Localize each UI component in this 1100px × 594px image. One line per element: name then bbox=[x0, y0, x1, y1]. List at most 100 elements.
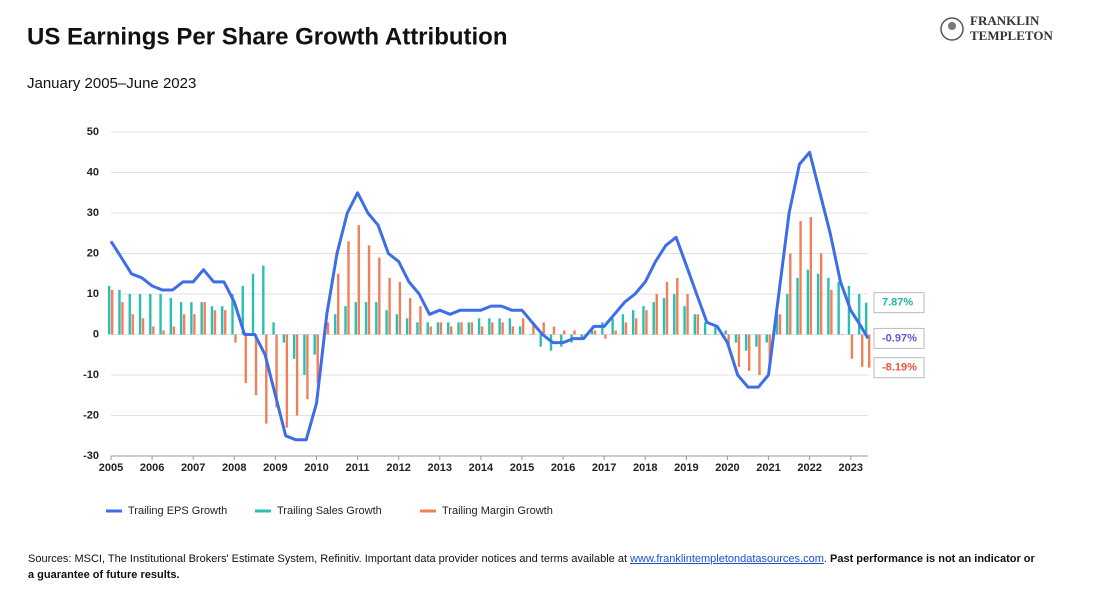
x-tick-label: 2005 bbox=[99, 462, 123, 474]
x-tick-label: 2009 bbox=[263, 462, 287, 474]
bar bbox=[724, 330, 727, 335]
y-tick-label: 50 bbox=[87, 126, 99, 138]
bar bbox=[231, 294, 234, 335]
value-label-box bbox=[873, 292, 925, 314]
value-label: -8.19% bbox=[873, 357, 925, 379]
bar bbox=[717, 334, 720, 335]
source-link[interactable]: www.franklintempletondatasources.com bbox=[630, 553, 824, 565]
bar bbox=[416, 322, 419, 335]
bar bbox=[508, 318, 512, 335]
bar bbox=[727, 334, 730, 347]
y-tick-label: -10 bbox=[83, 369, 99, 381]
bar bbox=[683, 306, 686, 335]
bar bbox=[563, 330, 566, 335]
bar bbox=[703, 322, 707, 335]
bar bbox=[193, 314, 196, 335]
x-tick-label: 2016 bbox=[551, 462, 575, 474]
value-label-box bbox=[873, 327, 925, 349]
value-label-text: -8.19% bbox=[882, 362, 917, 374]
bar bbox=[491, 322, 494, 335]
bar bbox=[614, 330, 617, 335]
bar bbox=[621, 314, 625, 335]
bar bbox=[460, 322, 463, 335]
bar bbox=[292, 334, 296, 359]
bar bbox=[344, 306, 347, 335]
bar bbox=[573, 330, 576, 335]
logo: FRANKLIN TEMPLETON bbox=[940, 13, 1053, 43]
bar bbox=[755, 334, 758, 347]
bar bbox=[108, 285, 111, 335]
bar bbox=[111, 289, 114, 335]
x-tick-label: 2018 bbox=[633, 462, 657, 474]
chart-title: US Earnings Per Share Growth Attribution bbox=[27, 23, 508, 50]
bar bbox=[631, 310, 635, 335]
bar bbox=[470, 322, 473, 335]
bar bbox=[837, 281, 840, 335]
bar bbox=[765, 334, 768, 343]
bar bbox=[426, 322, 429, 335]
bar bbox=[347, 241, 350, 335]
bar bbox=[744, 334, 748, 351]
bar bbox=[303, 334, 306, 375]
bar bbox=[501, 322, 504, 335]
y-tick-label: 0 bbox=[93, 328, 99, 340]
bar bbox=[816, 273, 820, 335]
bar bbox=[203, 302, 206, 335]
bar bbox=[634, 318, 638, 335]
bar bbox=[665, 281, 669, 335]
bar bbox=[357, 225, 360, 335]
bar bbox=[265, 334, 268, 424]
bar bbox=[210, 306, 214, 335]
bar bbox=[295, 334, 299, 416]
bar bbox=[778, 314, 782, 335]
bar bbox=[439, 322, 443, 335]
bar bbox=[244, 334, 247, 384]
x-tick-label: 2006 bbox=[140, 462, 164, 474]
bar bbox=[786, 294, 789, 335]
bar bbox=[162, 330, 165, 335]
bar bbox=[477, 318, 481, 335]
bar bbox=[316, 334, 319, 384]
x-tick-label: 2007 bbox=[181, 462, 205, 474]
line bbox=[109, 150, 870, 442]
bar bbox=[847, 285, 851, 335]
logo-text: TEMPLETON bbox=[970, 28, 1053, 43]
bar bbox=[408, 298, 412, 335]
bar bbox=[652, 302, 655, 335]
bar bbox=[868, 334, 871, 368]
bar bbox=[395, 314, 399, 335]
x-tick-label: 2008 bbox=[222, 462, 246, 474]
bar bbox=[518, 326, 522, 335]
x-tick-label: 2014 bbox=[469, 462, 494, 474]
chart-subtitle: January 2005–June 2023 bbox=[27, 75, 196, 92]
bar bbox=[159, 294, 162, 335]
bar bbox=[354, 302, 357, 335]
bar bbox=[285, 334, 289, 428]
bar bbox=[275, 334, 278, 408]
bar bbox=[138, 294, 142, 335]
bar bbox=[498, 318, 501, 335]
bar bbox=[385, 310, 388, 335]
bar bbox=[224, 310, 227, 335]
bar bbox=[405, 318, 409, 335]
x-tick-label: 2022 bbox=[797, 462, 821, 474]
bar bbox=[131, 314, 134, 335]
bar bbox=[840, 334, 843, 335]
bar bbox=[367, 245, 371, 335]
bar bbox=[532, 322, 535, 335]
bar bbox=[601, 322, 604, 335]
bar bbox=[190, 302, 193, 335]
x-tick-label: 2012 bbox=[386, 462, 410, 474]
bar bbox=[436, 322, 440, 335]
bar bbox=[593, 330, 597, 335]
legend-label: Trailing Margin Growth bbox=[442, 505, 553, 517]
bar bbox=[488, 318, 491, 335]
bar bbox=[128, 294, 131, 335]
y-tick-label: 10 bbox=[87, 288, 99, 300]
bar bbox=[796, 277, 799, 335]
bar bbox=[450, 326, 453, 335]
x-tick-label: 2021 bbox=[756, 462, 780, 474]
bar bbox=[861, 334, 864, 367]
bar bbox=[313, 334, 316, 355]
